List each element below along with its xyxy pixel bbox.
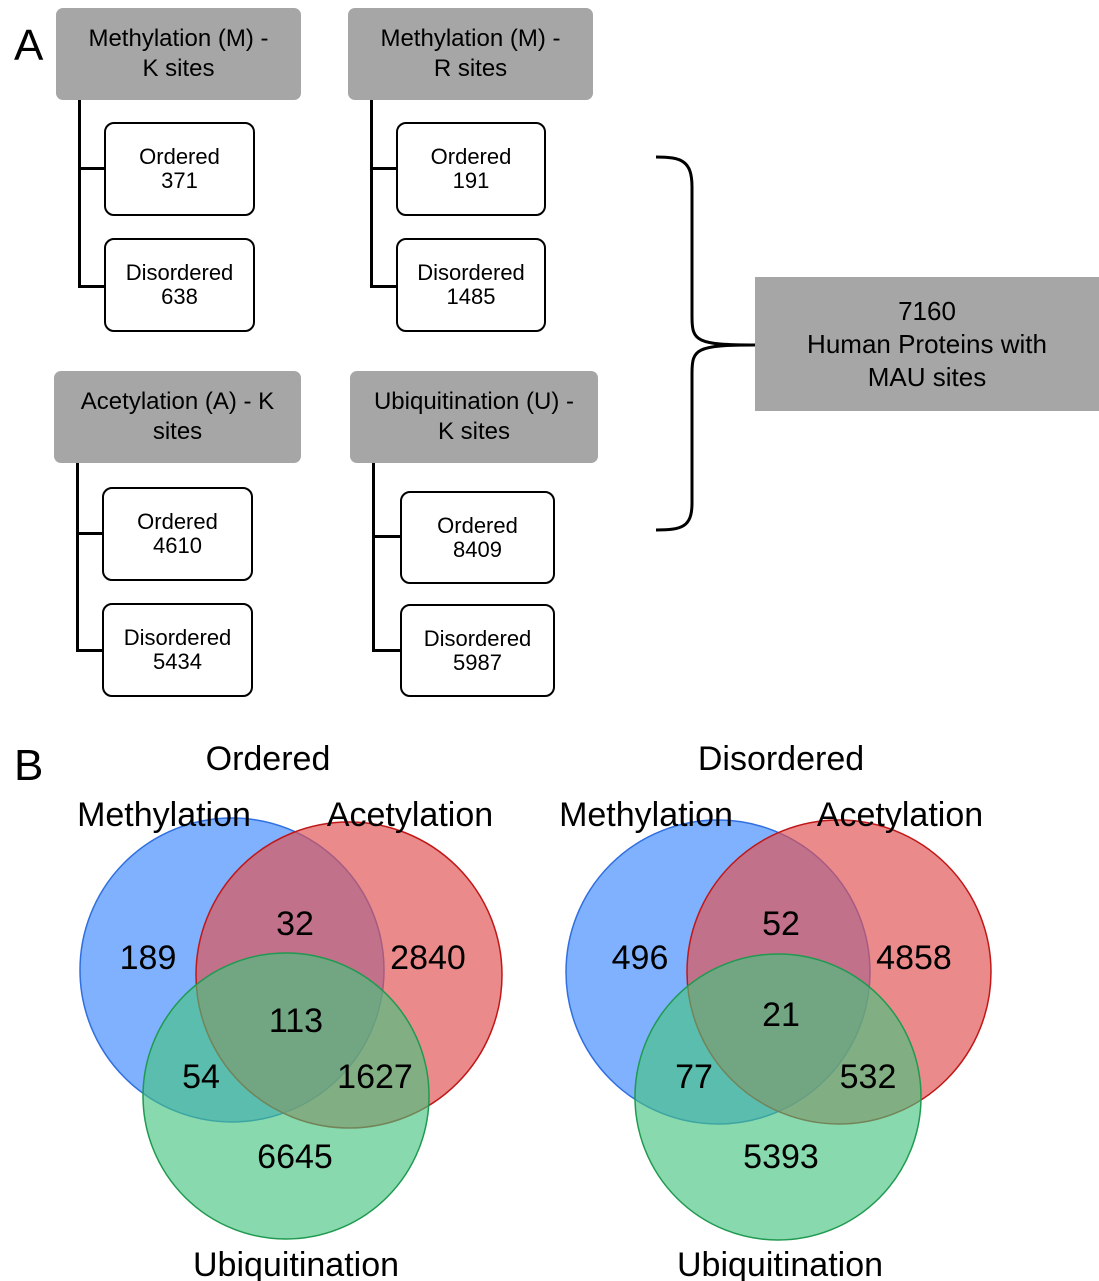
connector-horizontal bbox=[78, 167, 105, 170]
ordered-box: Ordered 191 bbox=[396, 122, 546, 216]
disordered-label: Disordered bbox=[125, 260, 234, 285]
venn-disordered: Disordered Methylation Acetylation Ubiqu… bbox=[559, 740, 992, 1281]
methylation-label: Methylation bbox=[559, 796, 733, 834]
connector-vertical bbox=[76, 463, 79, 652]
ordered-count: 8409 bbox=[453, 536, 502, 562]
ordered-label: Ordered bbox=[137, 509, 218, 534]
methylation-r-header: Methylation (M) - R sites bbox=[348, 8, 593, 100]
ordered-count: 371 bbox=[161, 168, 198, 193]
methylation-label: Methylation bbox=[77, 796, 251, 834]
disordered-label: Disordered bbox=[417, 260, 525, 285]
region-m-u: 77 bbox=[675, 1058, 713, 1096]
region-m-a: 52 bbox=[762, 905, 800, 943]
region-a-only: 4858 bbox=[876, 939, 952, 977]
ordered-count: 4610 bbox=[153, 533, 202, 558]
disordered-label: Disordered bbox=[123, 625, 232, 650]
ordered-count: 191 bbox=[452, 168, 490, 193]
header-line-2: K sites bbox=[437, 418, 511, 445]
ubiquitination-k-header: Ubiquitination (U) - K sites bbox=[350, 371, 598, 463]
acetylation-label: Acetylation bbox=[327, 796, 493, 834]
header-line-2: sites bbox=[152, 418, 203, 445]
disordered-box: Disordered 638 bbox=[104, 238, 255, 332]
disordered-count: 5987 bbox=[453, 649, 502, 675]
ubiquitination-circle bbox=[634, 953, 922, 1241]
ubiquitination-label: Ubiquitination bbox=[193, 1246, 399, 1281]
ubiquitination-label: Ubiquitination bbox=[677, 1246, 883, 1281]
disordered-box: Disordered 5434 bbox=[102, 603, 253, 697]
ordered-label: Ordered bbox=[139, 144, 220, 169]
acetylation-k-header: Acetylation (A) - K sites bbox=[54, 371, 301, 463]
disordered-count: 5434 bbox=[153, 649, 202, 674]
venn-ordered: Ordered Methylation Acetylation Ubiquiti… bbox=[77, 740, 503, 1281]
region-a-u: 1627 bbox=[337, 1058, 413, 1096]
connector-vertical bbox=[370, 100, 373, 288]
connector-vertical bbox=[78, 100, 81, 288]
disordered-box: Disordered 5987 bbox=[400, 604, 555, 697]
connector-horizontal bbox=[370, 167, 397, 170]
venn-title: Disordered bbox=[698, 740, 864, 778]
methylation-k-header: Methylation (M) - K sites bbox=[56, 8, 301, 100]
summary-line-3: MAU sites bbox=[867, 361, 987, 392]
venn-title: Ordered bbox=[206, 740, 331, 778]
ordered-label: Ordered bbox=[437, 512, 518, 538]
ordered-box: Ordered 371 bbox=[104, 122, 255, 216]
header-line-1: Methylation (M) - bbox=[380, 25, 561, 52]
connector-horizontal bbox=[370, 285, 397, 288]
region-u-only: 5393 bbox=[743, 1138, 819, 1176]
region-m-only: 189 bbox=[120, 939, 177, 977]
header-line-1: Ubiquitination (U) - bbox=[373, 388, 575, 415]
region-m-a-u: 21 bbox=[762, 996, 800, 1034]
region-a-only: 2840 bbox=[390, 939, 466, 977]
region-u-only: 6645 bbox=[257, 1138, 333, 1176]
summary-count: 7160 bbox=[898, 295, 956, 326]
ordered-box: Ordered 8409 bbox=[400, 491, 555, 584]
header-line-2: K sites bbox=[142, 55, 215, 82]
connector-vertical bbox=[372, 463, 375, 652]
connector-horizontal bbox=[78, 285, 105, 288]
ordered-label: Ordered bbox=[430, 144, 512, 169]
summary-box: 7160 Human Proteins with MAU sites bbox=[755, 277, 1099, 411]
summary-line-2: Human Proteins with bbox=[807, 328, 1047, 359]
header-line-1: Methylation (M) - bbox=[88, 25, 269, 52]
disordered-label: Disordered bbox=[423, 625, 532, 651]
panel-a-letter: A bbox=[14, 21, 44, 70]
ordered-box: Ordered 4610 bbox=[102, 487, 253, 581]
connector-horizontal bbox=[76, 532, 103, 535]
ubiquitination-circle bbox=[142, 952, 430, 1240]
connector-horizontal bbox=[76, 649, 103, 652]
header-line-2: R sites bbox=[433, 55, 508, 82]
region-m-only: 496 bbox=[612, 939, 669, 977]
connector-horizontal bbox=[372, 649, 401, 652]
region-m-a: 32 bbox=[276, 905, 314, 943]
region-m-a-u: 113 bbox=[269, 1002, 323, 1040]
disordered-count: 1485 bbox=[446, 284, 496, 309]
connector-horizontal bbox=[372, 535, 401, 538]
region-m-u: 54 bbox=[182, 1058, 220, 1096]
region-a-u: 532 bbox=[840, 1058, 897, 1096]
panel-b-letter: B bbox=[14, 741, 44, 790]
disordered-box: Disordered 1485 bbox=[396, 238, 546, 332]
disordered-count: 638 bbox=[161, 284, 198, 309]
acetylation-label: Acetylation bbox=[817, 796, 983, 834]
header-line-1: Acetylation (A) - K bbox=[80, 388, 275, 415]
